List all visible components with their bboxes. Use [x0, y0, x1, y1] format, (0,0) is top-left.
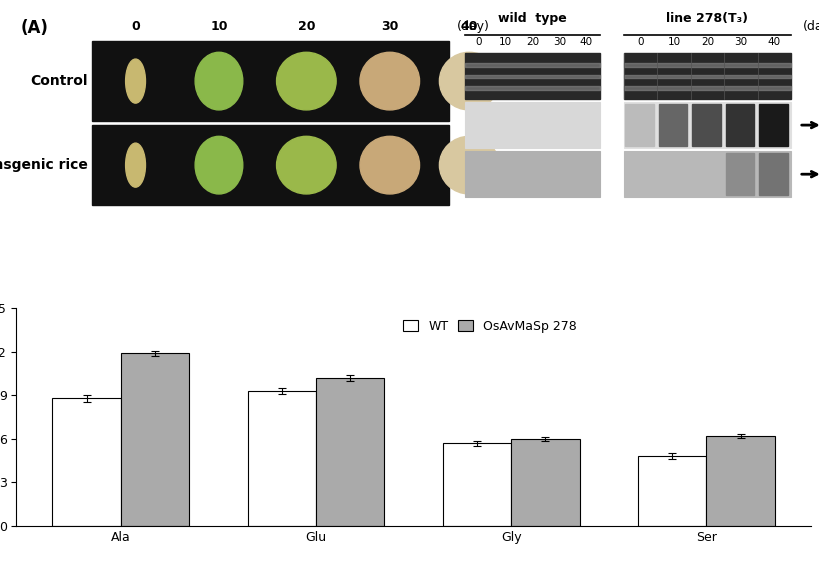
Text: wild  type: wild type: [498, 12, 567, 25]
Text: 10: 10: [499, 37, 512, 47]
Bar: [316, 378, 384, 526]
Bar: [706, 436, 775, 526]
Ellipse shape: [195, 52, 242, 110]
Text: 40: 40: [460, 20, 478, 33]
Bar: [626, 104, 654, 146]
Ellipse shape: [360, 52, 419, 110]
Bar: [726, 104, 754, 146]
Text: (day): (day): [457, 20, 490, 33]
Text: 30: 30: [381, 20, 399, 33]
Legend: WT, OsAvMaSp 278: WT, OsAvMaSp 278: [398, 315, 582, 338]
Text: (A): (A): [20, 19, 48, 38]
Bar: [465, 151, 600, 197]
Bar: [759, 153, 788, 195]
Bar: [465, 75, 600, 79]
Bar: [121, 353, 189, 526]
Ellipse shape: [277, 136, 336, 194]
Ellipse shape: [277, 52, 336, 110]
Bar: [638, 457, 706, 526]
Bar: [92, 41, 450, 121]
Text: 40: 40: [767, 37, 781, 47]
Bar: [465, 86, 600, 90]
Ellipse shape: [125, 59, 146, 103]
Bar: [624, 63, 791, 67]
Text: Transgenic rice: Transgenic rice: [0, 158, 88, 172]
Text: 30: 30: [553, 37, 566, 47]
Bar: [92, 125, 450, 205]
Ellipse shape: [195, 136, 242, 194]
Ellipse shape: [360, 136, 419, 194]
Bar: [247, 391, 316, 526]
Text: Control: Control: [30, 74, 88, 88]
Ellipse shape: [440, 136, 499, 194]
Bar: [692, 104, 721, 146]
Text: 10: 10: [210, 20, 228, 33]
Bar: [511, 439, 580, 526]
Bar: [726, 153, 754, 195]
Bar: [624, 102, 791, 148]
Text: line 278(T₃): line 278(T₃): [667, 12, 749, 25]
Ellipse shape: [440, 52, 499, 110]
Text: 20: 20: [297, 20, 315, 33]
Bar: [624, 86, 791, 90]
Bar: [443, 443, 511, 526]
Text: 30: 30: [734, 37, 748, 47]
Text: (days): (days): [803, 20, 819, 33]
Bar: [624, 151, 791, 197]
Bar: [624, 75, 791, 79]
Bar: [465, 53, 600, 99]
Bar: [52, 398, 121, 526]
Text: 20: 20: [701, 37, 714, 47]
Text: 0: 0: [637, 37, 644, 47]
Text: 20: 20: [526, 37, 539, 47]
Text: 10: 10: [667, 37, 681, 47]
Text: 40: 40: [580, 37, 593, 47]
Bar: [465, 63, 600, 67]
Text: 0: 0: [476, 37, 482, 47]
Bar: [465, 102, 600, 148]
Bar: [658, 104, 687, 146]
Text: 0: 0: [131, 20, 140, 33]
Bar: [759, 104, 788, 146]
Ellipse shape: [125, 143, 146, 187]
Bar: [624, 53, 791, 99]
